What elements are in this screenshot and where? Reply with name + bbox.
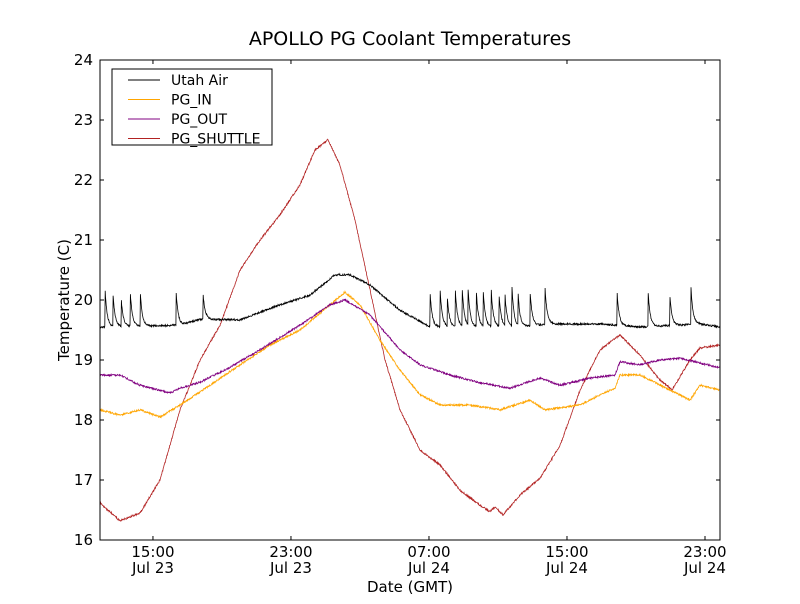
x-tick-date: Jul 24: [545, 559, 588, 577]
legend-label: PG_OUT: [171, 112, 228, 128]
x-tick-date: Jul 23: [131, 559, 174, 577]
legend-label: Utah Air: [171, 73, 228, 89]
y-tick-label: 23: [74, 111, 93, 129]
y-tick-label: 21: [74, 231, 93, 249]
series-line-utah-air: [100, 274, 720, 328]
series-line-pg-in: [100, 291, 720, 417]
legend-label: PG_IN: [171, 93, 212, 109]
legend: Utah Air PG_IN PG_OUT PG_SHUTTLE: [112, 69, 272, 148]
y-axis-label: Temperature (C): [55, 239, 73, 362]
y-tick-label: 17: [74, 471, 93, 489]
x-tick-date: Jul 24: [683, 559, 726, 577]
chart-title: APOLLO PG Coolant Temperatures: [249, 28, 571, 50]
chart: APOLLO PG Coolant Temperatures 16 17 18 19 2…: [0, 0, 800, 600]
x-tick-date: Jul 24: [407, 559, 450, 577]
series-line-pg-out: [100, 299, 720, 393]
y-tick-label: 22: [74, 171, 93, 189]
y-tick-label: 19: [74, 351, 93, 369]
y-tick-label: 20: [74, 291, 93, 309]
series-line-pg-shuttle: [100, 139, 720, 521]
legend-label: PG_SHUTTLE: [171, 132, 260, 148]
y-tick-label: 16: [74, 531, 93, 549]
series-layer: [100, 139, 720, 521]
y-tick-label: 18: [74, 411, 93, 429]
y-tick-label: 24: [74, 51, 93, 69]
x-axis-label: Date (GMT): [367, 578, 453, 596]
x-tick-date: Jul 23: [269, 559, 312, 577]
